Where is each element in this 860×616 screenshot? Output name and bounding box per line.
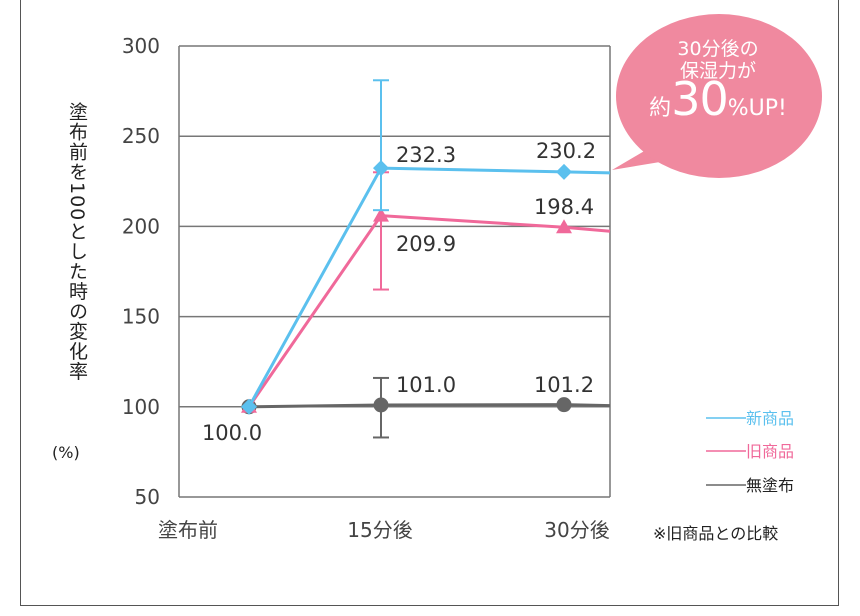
legend-label: 旧商品 [746, 442, 794, 461]
data-point [373, 397, 389, 413]
data-label: 209.9 [396, 232, 456, 256]
y-tick-labels: 300 250 200 150 100 50 [122, 34, 160, 509]
data-label: 100.0 [202, 421, 262, 445]
series-line [248, 403, 611, 409]
y-tick-label: 100 [122, 395, 160, 419]
legend-label: 新商品 [746, 409, 794, 428]
data-label: 198.4 [534, 195, 594, 219]
data-labels: 232.3 230.2 209.9 198.4 100.0 101.0 101.2 [202, 139, 596, 445]
series-line [247, 214, 611, 408]
data-label: 101.2 [534, 373, 594, 397]
y-tick-label: 250 [122, 124, 160, 148]
x-tick-label: 30分後 [544, 518, 609, 542]
data-point [373, 207, 389, 222]
series-line [247, 166, 611, 408]
x-tick-labels: 塗布前 15分後 30分後 [158, 518, 610, 542]
callout-line1: 30分後の [677, 38, 759, 60]
y-axis-unit: (%) [52, 443, 80, 462]
y-tick-label: 300 [122, 34, 160, 58]
callout-prefix: 約 [649, 96, 672, 121]
x-tick-label: 塗布前 [158, 518, 218, 542]
y-tick-label: 150 [122, 305, 160, 329]
callout-text: 30分後の 保湿力が 約30%UP! [622, 38, 814, 122]
data-point [373, 160, 389, 177]
legend-label: 無塗布 [746, 476, 794, 495]
data-label: 232.3 [396, 143, 456, 167]
chart-frame [20, 0, 839, 606]
data-point [241, 398, 257, 415]
data-point [556, 219, 572, 234]
callout-ellipse [616, 14, 822, 178]
comparison-note: ※旧商品との比較 [653, 524, 779, 543]
y-tick-label: 200 [122, 214, 160, 238]
callout-suffix: %UP! [727, 96, 787, 121]
callout-line2: 保湿力が [679, 60, 756, 82]
callout-line3: 約30%UP! [622, 76, 814, 122]
data-label: 230.2 [536, 139, 596, 163]
data-point [556, 163, 572, 180]
axes [178, 46, 611, 497]
callout-bubble [612, 14, 822, 178]
x-tick-label: 15分後 [347, 518, 412, 542]
y-axis-label: 塗布前を100とした時の変化率 [66, 102, 88, 382]
series [241, 79, 611, 439]
data-label: 101.0 [396, 373, 456, 397]
data-point [556, 397, 572, 413]
y-tick-label: 50 [135, 485, 160, 509]
callout-big-number: 30 [671, 72, 729, 126]
